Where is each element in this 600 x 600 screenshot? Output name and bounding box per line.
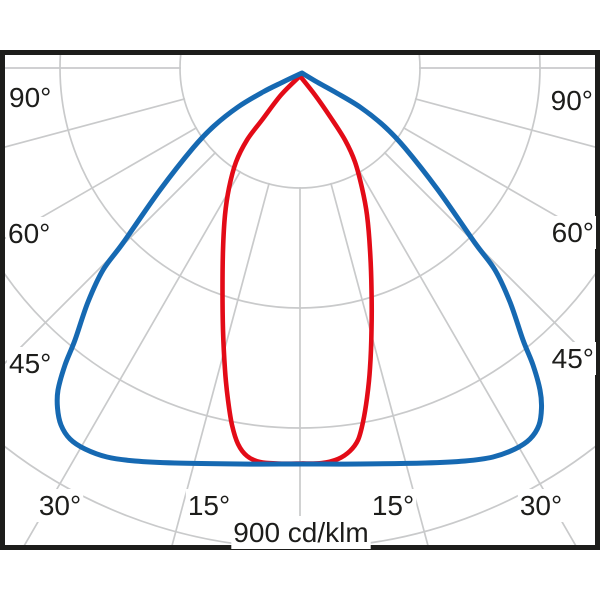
grid-radial <box>402 126 595 240</box>
chart-labels: 90° 90° 60° 60° 45° 45° 30° 15° 15° 30° 900 cd/klm <box>6 81 596 549</box>
label-backplate <box>231 516 371 549</box>
angle-label: 90° <box>551 85 593 116</box>
angle-label: 60° <box>8 218 50 249</box>
grid-radial <box>23 170 242 545</box>
grid-radial <box>414 97 595 148</box>
scale-label: 900 cd/klm <box>233 517 368 548</box>
label-backplate <box>36 489 84 522</box>
angle-label: 45° <box>9 348 51 379</box>
label-backplate <box>517 489 565 522</box>
grid-radial <box>358 170 577 545</box>
wide-beam-curve <box>54 70 545 467</box>
grid-radial <box>5 126 198 240</box>
intensity-curves <box>54 70 545 467</box>
label-backplate <box>369 489 417 522</box>
angle-label: 15° <box>188 490 230 521</box>
label-backplate <box>548 84 595 117</box>
angle-label: 45° <box>552 343 594 374</box>
grid-radial <box>5 97 186 148</box>
angle-label: 30° <box>39 490 81 521</box>
label-backplate <box>7 347 54 380</box>
label-backplate <box>549 216 596 249</box>
angle-label: 90° <box>9 82 51 113</box>
angle-label: 30° <box>520 490 562 521</box>
label-backplate <box>549 342 596 375</box>
angle-label: 60° <box>552 217 594 248</box>
angle-label: 15° <box>372 490 414 521</box>
label-backplate <box>185 489 233 522</box>
label-backplate <box>7 81 54 114</box>
label-backplate <box>6 217 53 250</box>
